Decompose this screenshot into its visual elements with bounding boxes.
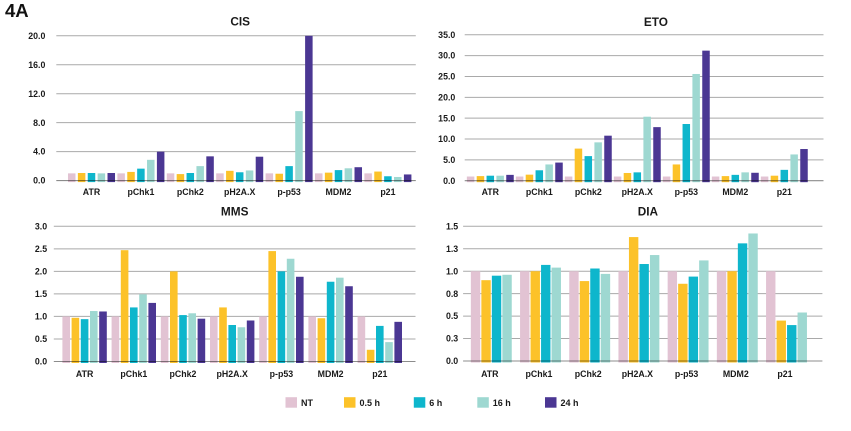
svg-text:3.0: 3.0 (35, 221, 47, 231)
svg-text:pChk1: pChk1 (526, 369, 553, 379)
svg-text:4A: 4A (5, 0, 29, 21)
svg-text:MDM2: MDM2 (326, 187, 352, 197)
svg-text:0.0: 0.0 (35, 357, 47, 367)
svg-text:CIS: CIS (230, 15, 250, 29)
svg-text:p-p53: p-p53 (270, 369, 294, 379)
svg-text:12.0: 12.0 (28, 89, 45, 99)
svg-text:MDM2: MDM2 (318, 369, 344, 379)
svg-text:p21: p21 (777, 369, 792, 379)
svg-text:20.0: 20.0 (28, 31, 45, 41)
svg-text:24 h: 24 h (561, 398, 579, 408)
svg-text:0.5 h: 0.5 h (360, 398, 381, 408)
svg-text:1.5: 1.5 (446, 221, 458, 231)
svg-text:1.0: 1.0 (446, 266, 458, 276)
svg-text:pChk2: pChk2 (177, 187, 204, 197)
svg-text:MDM2: MDM2 (722, 187, 748, 197)
svg-text:25.0: 25.0 (438, 72, 455, 82)
svg-text:10.0: 10.0 (438, 134, 455, 144)
svg-text:1.3: 1.3 (446, 244, 458, 254)
svg-text:NT: NT (301, 398, 313, 408)
svg-text:DIA: DIA (638, 204, 659, 218)
svg-text:ATR: ATR (482, 187, 500, 197)
svg-text:2.0: 2.0 (35, 266, 47, 276)
svg-text:p21: p21 (777, 187, 792, 197)
svg-text:0.3: 0.3 (446, 334, 458, 344)
svg-text:p21: p21 (380, 187, 395, 197)
svg-text:pH2A.X: pH2A.X (622, 369, 653, 379)
svg-text:pChk1: pChk1 (120, 369, 147, 379)
svg-text:pChk2: pChk2 (575, 187, 602, 197)
svg-text:pH2A.X: pH2A.X (217, 369, 248, 379)
svg-text:30.0: 30.0 (438, 51, 455, 61)
svg-text:pChk1: pChk1 (526, 187, 553, 197)
svg-text:pChk2: pChk2 (575, 369, 602, 379)
svg-text:p-p53: p-p53 (277, 187, 301, 197)
svg-text:20.0: 20.0 (438, 92, 455, 102)
svg-text:ATR: ATR (76, 369, 94, 379)
svg-text:0.5: 0.5 (35, 334, 47, 344)
svg-text:0.5: 0.5 (446, 311, 458, 321)
svg-text:0.8: 0.8 (446, 289, 458, 299)
svg-text:6 h: 6 h (429, 398, 442, 408)
svg-text:1.5: 1.5 (35, 289, 47, 299)
svg-text:ETO: ETO (644, 15, 668, 29)
svg-text:ATR: ATR (481, 369, 499, 379)
svg-text:pChk1: pChk1 (127, 187, 154, 197)
svg-text:5.0: 5.0 (443, 155, 455, 165)
svg-text:p-p53: p-p53 (675, 187, 699, 197)
svg-text:ATR: ATR (83, 187, 101, 197)
svg-text:pH2A.X: pH2A.X (622, 187, 653, 197)
svg-text:4.0: 4.0 (33, 147, 45, 157)
svg-text:p-p53: p-p53 (675, 369, 699, 379)
svg-text:0.0: 0.0 (446, 356, 458, 366)
svg-text:2.5: 2.5 (35, 244, 47, 254)
svg-text:MDM2: MDM2 (723, 369, 749, 379)
svg-text:8.0: 8.0 (33, 118, 45, 128)
svg-text:pH2A.X: pH2A.X (224, 187, 255, 197)
svg-text:pChk2: pChk2 (170, 369, 197, 379)
svg-text:16 h: 16 h (493, 398, 511, 408)
svg-text:35.0: 35.0 (438, 30, 455, 40)
svg-text:15.0: 15.0 (438, 113, 455, 123)
svg-text:0.0: 0.0 (443, 176, 455, 186)
svg-text:1.0: 1.0 (35, 312, 47, 322)
svg-text:p21: p21 (372, 369, 387, 379)
svg-text:MMS: MMS (221, 204, 249, 218)
svg-text:0.0: 0.0 (33, 176, 45, 186)
svg-text:16.0: 16.0 (28, 60, 45, 70)
